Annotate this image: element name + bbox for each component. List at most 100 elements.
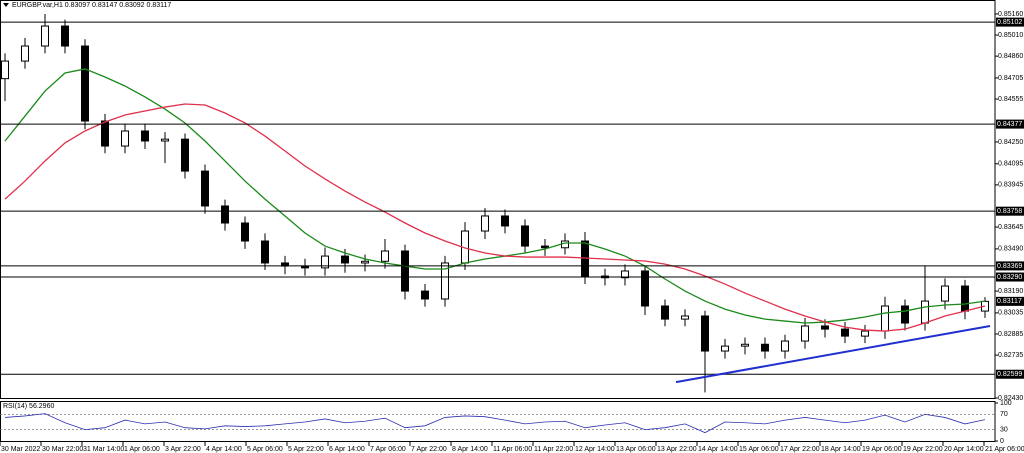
y-tick-label: 0.84095 bbox=[998, 161, 1023, 168]
level-label: 0.83290 bbox=[997, 274, 1022, 281]
rsi-panel bbox=[0, 401, 996, 442]
candle-body bbox=[761, 343, 769, 352]
x-tick-label: 15 Apr 06:00 bbox=[739, 446, 779, 453]
candle-body bbox=[321, 255, 329, 269]
x-tick-label: 14 Apr 14:00 bbox=[698, 446, 738, 453]
y-tick-label: 0.85010 bbox=[998, 32, 1023, 39]
candle-body bbox=[421, 290, 429, 300]
x-tick-label: 11 Apr 06:00 bbox=[493, 446, 532, 453]
candle-body bbox=[621, 270, 629, 279]
candle-body bbox=[941, 285, 949, 302]
y-tick-label: 0.83645 bbox=[998, 224, 1023, 231]
x-tick-label: 7 Apr 06:00 bbox=[370, 446, 406, 453]
candle-body bbox=[521, 225, 529, 247]
y-tick-label: 0.84555 bbox=[998, 96, 1023, 103]
candle-body bbox=[21, 45, 29, 62]
candle-body bbox=[261, 240, 269, 264]
candle-body bbox=[181, 138, 189, 172]
candle-body bbox=[701, 315, 709, 352]
candle-body bbox=[241, 222, 249, 242]
candle-body bbox=[121, 130, 129, 147]
moving-average bbox=[4, 68, 986, 324]
candle-body bbox=[1, 60, 9, 80]
y-tick-label: 100 bbox=[1000, 400, 1012, 407]
x-tick-label: 5 Apr 22:00 bbox=[288, 446, 324, 453]
x-tick-label: 13 Apr 06:00 bbox=[616, 446, 656, 453]
level-label: 0.83369 bbox=[997, 263, 1022, 270]
moving-average bbox=[4, 103, 986, 332]
candle-body bbox=[381, 250, 389, 262]
candle-body bbox=[681, 315, 689, 320]
level-label-box bbox=[996, 272, 1024, 282]
candle-body bbox=[741, 343, 749, 347]
y-tick-label: 0.82735 bbox=[998, 352, 1023, 359]
x-tick-label: 11 Apr 22:00 bbox=[534, 446, 573, 453]
candle-body bbox=[821, 325, 829, 330]
y-tick-label: 0.83945 bbox=[998, 182, 1023, 189]
x-tick-label: 30 Mar 22:00 bbox=[42, 446, 83, 453]
level-label-box bbox=[996, 119, 1024, 129]
y-tick-label: 0.83035 bbox=[998, 310, 1023, 317]
rsi-line bbox=[4, 413, 986, 434]
x-tick-label: 7 Apr 22:00 bbox=[411, 446, 447, 453]
candle-body bbox=[641, 270, 649, 307]
x-tick-label: 20 Apr 14:00 bbox=[944, 446, 984, 453]
x-tick-label: 4 Apr 14:00 bbox=[206, 446, 242, 453]
candle-body bbox=[661, 305, 669, 320]
x-tick-label: 13 Apr 22:00 bbox=[657, 446, 697, 453]
candle-body bbox=[881, 305, 889, 332]
x-tick-label: 31 Mar 14:00 bbox=[83, 446, 124, 453]
rsi-title: RSI(14) 56.2960 bbox=[3, 403, 54, 410]
candle-body bbox=[401, 250, 409, 292]
x-tick-label: 12 Apr 14:00 bbox=[575, 446, 615, 453]
x-tick-label: 8 Apr 14:00 bbox=[452, 446, 488, 453]
x-tick-label: 19 Apr 06:00 bbox=[862, 446, 902, 453]
y-tick-label: 0.83490 bbox=[998, 246, 1023, 253]
level-label: 0.82599 bbox=[997, 371, 1022, 378]
x-tick-label: 21 Apr 06:00 bbox=[985, 446, 1024, 453]
current-price-box bbox=[996, 296, 1024, 306]
price-panel bbox=[0, 0, 996, 399]
y-tick-label: 0.84860 bbox=[998, 53, 1023, 60]
level-label-box bbox=[996, 17, 1024, 27]
x-tick-label: 18 Apr 14:00 bbox=[821, 446, 861, 453]
candle-body bbox=[161, 138, 169, 142]
current-price-label: 0.83117 bbox=[997, 298, 1022, 305]
menu-arrow bbox=[3, 3, 9, 7]
level-label: 0.84377 bbox=[997, 121, 1022, 128]
y-tick-label: 0.84705 bbox=[998, 75, 1023, 82]
candle-body bbox=[921, 300, 929, 324]
candle-body bbox=[441, 262, 449, 300]
level-label-box bbox=[996, 261, 1024, 271]
x-tick-label: 1 Apr 06:00 bbox=[124, 446, 160, 453]
chart-title: EURGBP.var,H1 0.83097 0.83147 0.83092 0.… bbox=[12, 2, 171, 9]
candle-body bbox=[961, 285, 969, 312]
candle-body bbox=[221, 205, 229, 224]
y-tick-label: 0.82430 bbox=[998, 395, 1023, 402]
candle-body bbox=[861, 330, 869, 337]
y-tick-label: 70 bbox=[1000, 411, 1008, 418]
candle-body bbox=[81, 45, 89, 122]
x-tick-label: 5 Apr 06:00 bbox=[247, 446, 283, 453]
level-label-box bbox=[996, 206, 1024, 216]
x-tick-label: 6 Apr 14:00 bbox=[329, 446, 365, 453]
y-tick-label: 0.85160 bbox=[998, 11, 1023, 18]
candle-body bbox=[141, 130, 149, 142]
x-tick-label: 17 Apr 22:00 bbox=[780, 446, 820, 453]
candle-body bbox=[41, 25, 49, 47]
candle-body bbox=[201, 170, 209, 207]
candle-body bbox=[481, 215, 489, 232]
x-tick-label: 3 Apr 22:00 bbox=[165, 446, 201, 453]
candle-body bbox=[101, 120, 109, 147]
x-tick-label: 30 Mar 2022 bbox=[1, 446, 40, 453]
x-tick-label: 19 Apr 22:00 bbox=[903, 446, 943, 453]
candle-body bbox=[781, 340, 789, 352]
level-label: 0.85102 bbox=[997, 19, 1022, 26]
y-tick-label: 0 bbox=[1000, 438, 1004, 445]
candle-body bbox=[721, 345, 729, 352]
y-tick-label: 0.84250 bbox=[998, 139, 1023, 146]
level-label-box bbox=[996, 369, 1024, 379]
